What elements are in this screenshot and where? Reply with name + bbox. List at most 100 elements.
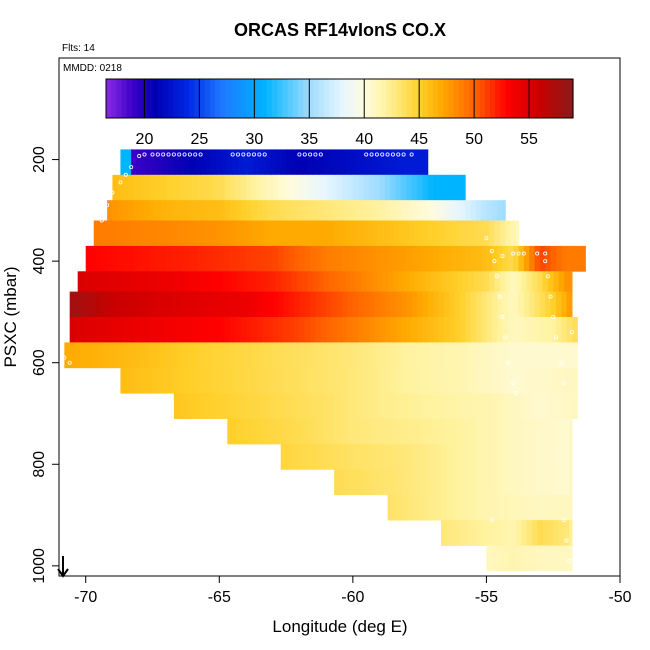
heatmap-cell — [328, 443, 335, 470]
heatmap-cell — [326, 291, 333, 318]
heatmap-cell — [304, 200, 311, 221]
heatmap-cell — [358, 174, 365, 201]
colorbar-swatch — [292, 79, 299, 118]
heatmap-cell — [526, 271, 533, 293]
heatmap-cell — [558, 469, 565, 496]
heatmap-cell — [451, 469, 458, 496]
heatmap-cell — [494, 271, 501, 293]
x-axis: -70 -65 -60 -55 -50 — [74, 576, 632, 606]
heatmap-cell — [433, 291, 439, 318]
colorbar-tick-label: 45 — [410, 131, 428, 148]
heatmap-cell — [379, 174, 386, 201]
colorbar-swatch — [178, 79, 185, 118]
heatmap-cell — [310, 291, 317, 318]
heatmap-cell — [147, 367, 154, 394]
heatmap-cell — [539, 245, 546, 272]
heatmap-cell — [302, 149, 309, 176]
sample-marker — [308, 152, 313, 157]
heatmap-cell — [328, 271, 335, 293]
heatmap-cell — [558, 418, 565, 445]
heatmap-cell — [173, 220, 180, 247]
heatmap-cell — [334, 469, 341, 496]
heatmap-cell — [144, 317, 151, 343]
heatmap-cell — [384, 291, 391, 318]
heatmap-cell — [117, 245, 124, 272]
heatmap-cell — [312, 220, 319, 247]
heatmap-cell — [136, 367, 143, 394]
sample-marker — [484, 236, 489, 241]
heatmap-cell — [563, 271, 570, 293]
colorbar-swatch — [152, 79, 159, 118]
heatmap-cell — [446, 494, 453, 521]
heatmap-cell — [80, 317, 87, 343]
heatmap-cell — [291, 149, 298, 176]
heatmap-cell — [435, 443, 442, 470]
colorbar-swatch — [469, 79, 476, 118]
x-tick-label: -70 — [74, 589, 97, 606]
heatmap-cell — [521, 271, 528, 293]
heatmap-cell — [328, 393, 335, 419]
heatmap-cell — [328, 149, 335, 176]
heatmap-cell — [366, 443, 373, 470]
heatmap-cell — [251, 245, 258, 272]
heatmap-cell — [254, 149, 260, 176]
heatmap-cell — [75, 342, 81, 369]
heatmap-cell — [302, 418, 309, 445]
heatmap-cell — [438, 245, 445, 272]
colorbar-swatch — [318, 79, 325, 118]
heatmap-cell — [513, 245, 520, 272]
heatmap-cell — [179, 271, 186, 293]
heatmap-cell — [221, 393, 228, 419]
heatmap-cell — [155, 291, 162, 318]
heatmap-cell — [374, 245, 381, 272]
heatmap-cell — [467, 520, 474, 546]
heatmap-cell — [497, 545, 504, 572]
heatmap-cell — [184, 271, 191, 293]
heatmap-cell — [489, 443, 496, 470]
heatmap-cell — [318, 271, 325, 293]
heatmap-cell — [398, 220, 405, 247]
heatmap-cell — [515, 494, 522, 521]
heatmap-cell — [243, 418, 250, 445]
sample-marker — [489, 248, 494, 253]
heatmap-cell — [531, 418, 538, 445]
colorbar-swatch — [344, 79, 351, 118]
heatmap-cell — [318, 367, 325, 394]
heatmap-cell — [379, 317, 386, 343]
heatmap-cell — [259, 418, 266, 445]
heatmap-cell — [254, 393, 260, 419]
heatmap-cell — [510, 271, 517, 293]
heatmap-cell — [152, 367, 159, 394]
sample-marker — [500, 314, 505, 319]
heatmap-cell — [438, 291, 445, 318]
x-tick-label: -65 — [208, 589, 231, 606]
heatmap-cell — [163, 220, 170, 247]
plot-frame — [58, 57, 621, 577]
colorbar-swatch — [406, 79, 413, 118]
heatmap-cell — [270, 418, 276, 445]
heatmap-cell — [320, 174, 327, 201]
heatmap-cell — [454, 174, 461, 201]
colorbar-swatch — [365, 79, 372, 118]
heatmap-cell — [518, 545, 525, 572]
heatmap-cell — [521, 443, 528, 470]
heatmap-cell — [179, 220, 186, 247]
heatmap-cell — [149, 200, 156, 221]
heatmap-cell — [374, 200, 381, 221]
heatmap-cell — [363, 317, 370, 343]
heatmap-cell — [395, 245, 402, 272]
heatmap-cell — [491, 545, 498, 572]
heatmap-cell — [473, 494, 480, 521]
heatmap-cell — [379, 342, 386, 369]
heatmap-cell — [547, 469, 554, 496]
heatmap-cell — [561, 342, 568, 369]
heatmap-cell — [483, 469, 490, 496]
heatmap-cell — [270, 271, 276, 293]
heatmap-cell — [232, 271, 239, 293]
heatmap-cell — [433, 245, 439, 272]
heatmap-cell — [227, 149, 234, 176]
heatmap-cell — [195, 271, 202, 293]
sample-marker — [548, 294, 553, 299]
heatmap-cell — [376, 220, 383, 247]
heatmap-cell — [473, 469, 480, 496]
